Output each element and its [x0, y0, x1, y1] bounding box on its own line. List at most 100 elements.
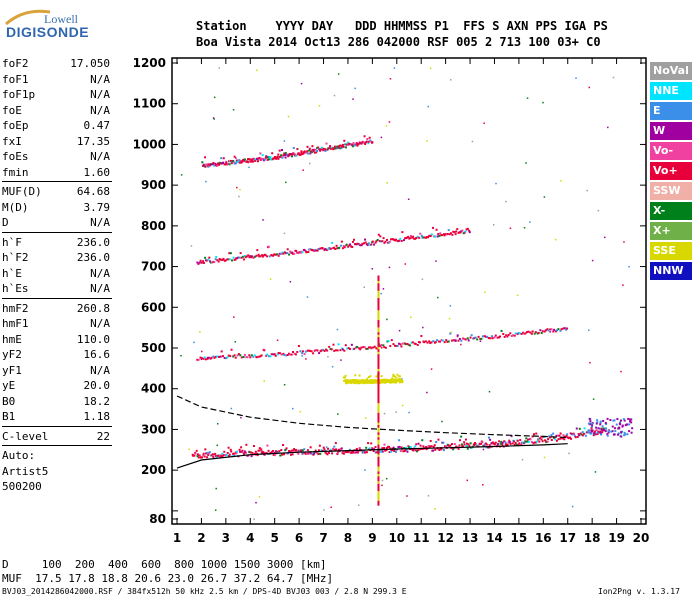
echo-point	[351, 451, 354, 454]
echo-point	[316, 146, 319, 149]
echo-point	[557, 328, 560, 331]
echo-point	[540, 435, 543, 438]
param-label: hmE	[2, 332, 22, 346]
echo-point	[334, 442, 337, 445]
echo-point	[354, 243, 357, 246]
noise-point	[549, 331, 551, 333]
echo-point	[319, 149, 322, 152]
echo-point	[473, 444, 476, 447]
echo-point	[238, 161, 241, 164]
echo-point	[337, 448, 340, 451]
param-label: hmF2	[2, 301, 29, 315]
noise-point	[216, 444, 218, 447]
echo-point	[343, 349, 346, 352]
noise-point	[380, 346, 383, 349]
echo-point	[360, 244, 363, 247]
echo-point	[279, 454, 282, 457]
echo-point	[393, 378, 396, 381]
echo-point	[462, 232, 465, 235]
echo-point	[502, 332, 505, 335]
echo-point	[300, 250, 303, 253]
echo-point	[543, 330, 546, 333]
echo-point	[197, 358, 200, 361]
echo-point	[517, 443, 520, 446]
echo-point	[568, 436, 571, 439]
echo-point	[595, 422, 598, 425]
echo-point	[265, 354, 268, 357]
echo-point	[306, 349, 309, 352]
noise-point	[607, 126, 609, 129]
echo-point	[403, 447, 406, 450]
echo-point	[417, 442, 420, 445]
echo-point	[404, 343, 407, 346]
echo-point	[432, 226, 435, 229]
echo-point	[250, 255, 253, 258]
echo-point	[229, 355, 232, 358]
noise-point	[482, 484, 484, 486]
echo-point	[429, 342, 432, 345]
echo-point	[327, 451, 330, 454]
echo-point	[365, 140, 368, 143]
echo-point	[494, 334, 497, 337]
echo-point	[226, 356, 229, 359]
echo-point	[354, 381, 357, 384]
echo-point	[370, 379, 373, 382]
echo-point	[213, 261, 216, 264]
echo-point	[328, 345, 331, 348]
echo-point	[207, 452, 210, 455]
echo-point	[515, 443, 518, 446]
echo-point	[227, 162, 230, 165]
param-separator	[2, 231, 112, 233]
echo-point	[348, 244, 351, 247]
echo-point	[406, 450, 409, 453]
echo-point	[362, 451, 365, 454]
echo-point	[228, 163, 231, 166]
echo-point	[267, 449, 270, 452]
param-label: h`E	[2, 266, 22, 280]
echo-point	[236, 159, 239, 162]
echo-point	[524, 440, 527, 443]
echo-point	[220, 350, 223, 353]
x-tick-label: 10	[388, 531, 405, 545]
echo-point	[280, 252, 283, 255]
y-tick-label: 1000	[133, 137, 166, 151]
echo-point	[469, 336, 472, 339]
echo-point	[311, 145, 314, 148]
echo-point	[387, 241, 390, 244]
echo-point	[550, 328, 553, 331]
param-row: MUF(D) 64.68	[2, 184, 112, 200]
noise-point	[488, 446, 491, 449]
echo-point	[254, 159, 257, 162]
echo-point	[588, 429, 591, 432]
interference-point	[377, 378, 380, 382]
echo-point	[343, 143, 346, 146]
echo-point	[250, 354, 253, 357]
noise-point	[393, 67, 396, 69]
noise-point	[529, 221, 531, 223]
echo-point	[197, 262, 200, 265]
echo-point	[192, 454, 195, 457]
echo-point	[570, 437, 573, 440]
echo-point	[336, 453, 339, 456]
echo-point	[324, 451, 327, 454]
echo-point	[301, 350, 304, 353]
param-label: h`F	[2, 235, 22, 249]
echo-point	[623, 419, 626, 422]
echo-point	[435, 228, 438, 231]
echo-point	[309, 152, 312, 155]
echo-point	[246, 158, 249, 161]
noise-point	[488, 390, 491, 393]
echo-point	[343, 139, 346, 142]
echo-point	[201, 456, 204, 459]
echo-point	[458, 444, 461, 447]
legend-item: W	[650, 122, 692, 140]
echo-point	[270, 451, 273, 454]
interference-point	[377, 448, 380, 452]
param-row: fmin 1.60	[2, 165, 112, 181]
footer-version: Ion2Png v. 1.3.17	[598, 587, 680, 596]
interference-point	[377, 307, 380, 311]
echo-point	[229, 448, 232, 451]
echo-point	[257, 449, 260, 452]
echo-point	[447, 444, 450, 447]
echo-point	[527, 330, 530, 333]
